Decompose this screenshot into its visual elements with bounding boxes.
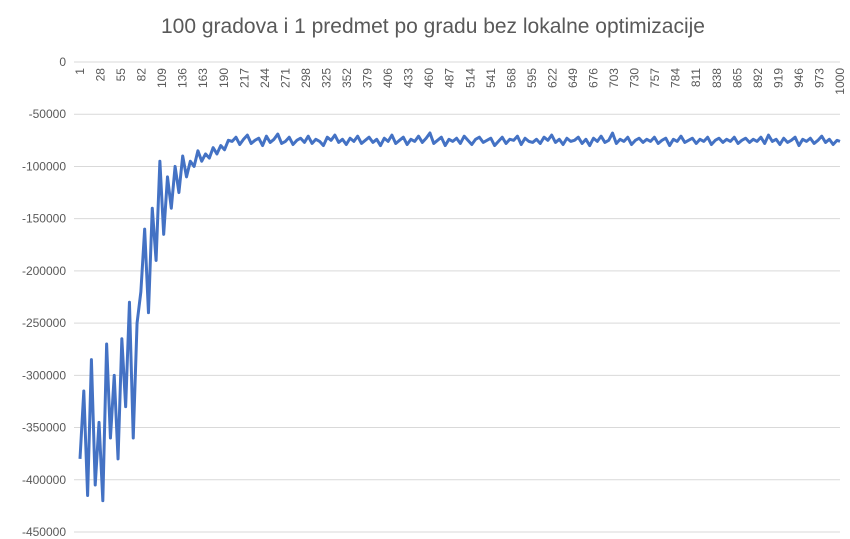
x-tick-label: 622 (545, 68, 559, 88)
x-tick-label: 1000 (833, 68, 847, 95)
x-tick-label: 163 (196, 68, 210, 88)
x-tick-label: 487 (443, 68, 457, 88)
y-tick-label: -150000 (22, 212, 66, 226)
data-line (78, 131, 841, 503)
x-tick-label: 190 (217, 68, 231, 88)
y-tick-label: -450000 (22, 525, 66, 539)
x-tick-label: 28 (94, 68, 108, 82)
y-tick-label: -200000 (22, 264, 66, 278)
x-tick-label: 865 (730, 68, 744, 88)
x-tick-label: 892 (751, 68, 765, 88)
x-tick-label: 676 (587, 68, 601, 88)
x-tick-label: 514 (463, 68, 477, 88)
x-tick-label: 946 (792, 68, 806, 88)
x-tick-label: 838 (710, 68, 724, 88)
y-tick-label: -350000 (22, 421, 66, 435)
x-tick-label: 541 (484, 68, 498, 88)
x-tick-label: 244 (258, 68, 272, 88)
x-tick-label: 271 (278, 68, 292, 88)
x-tick-label: 298 (299, 68, 313, 88)
x-tick-label: 379 (361, 68, 375, 88)
x-tick-label: 784 (669, 68, 683, 88)
x-tick-label: 55 (114, 68, 128, 82)
x-tick-label: 460 (422, 68, 436, 88)
x-tick-label: 352 (340, 68, 354, 88)
x-tick-label: 325 (319, 68, 333, 88)
x-tick-label: 730 (628, 68, 642, 88)
y-tick-label: 0 (59, 55, 66, 69)
x-tick-label: 82 (135, 68, 149, 82)
x-tick-label: 433 (402, 68, 416, 88)
y-tick-label: -100000 (22, 159, 66, 173)
y-tick-label: -50000 (29, 107, 67, 121)
x-tick-label: 568 (504, 68, 518, 88)
chart-title: 100 gradova i 1 predmet po gradu bez lok… (161, 15, 705, 38)
x-tick-label: 136 (176, 68, 190, 88)
x-tick-label: 217 (237, 68, 251, 88)
x-tick-label: 109 (155, 68, 169, 88)
x-tick-label: 649 (566, 68, 580, 88)
x-tick-label: 811 (689, 68, 703, 87)
x-tick-label: 703 (607, 68, 621, 88)
x-tick-label: 757 (648, 68, 662, 88)
x-tick-label: 919 (771, 68, 785, 88)
y-tick-label: -300000 (22, 368, 66, 382)
x-tick-label: 406 (381, 68, 395, 88)
y-tick-label: -400000 (22, 473, 66, 487)
y-tick-label: -250000 (22, 316, 66, 330)
x-tick-label: 973 (812, 68, 826, 88)
x-tick-label: 595 (525, 68, 539, 88)
x-tick-label: 1 (73, 68, 87, 75)
